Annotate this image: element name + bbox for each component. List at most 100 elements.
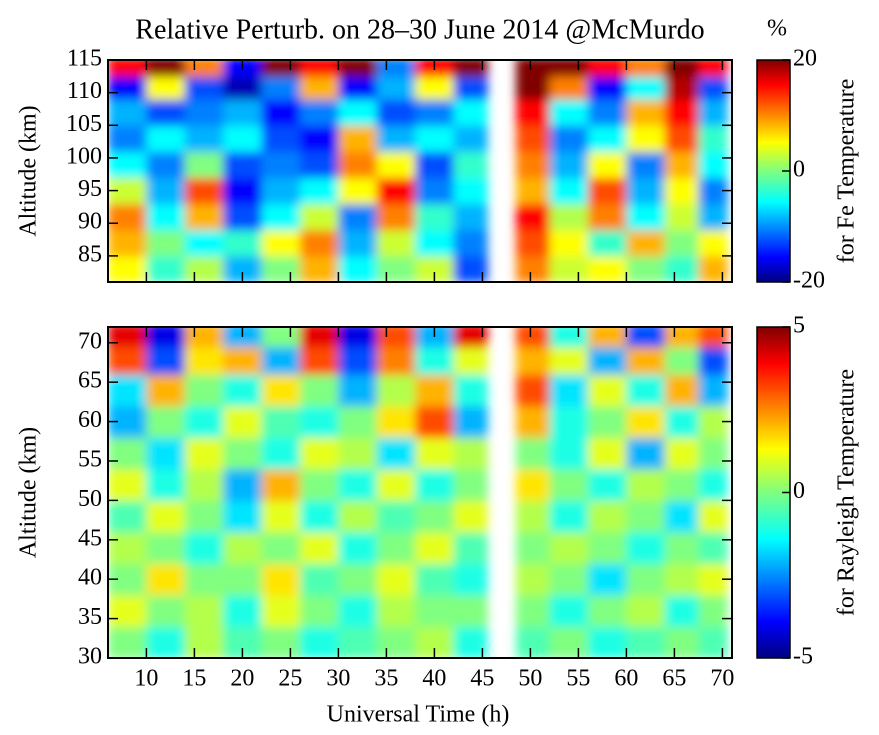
heatmap-cell xyxy=(588,229,627,257)
heatmap-cell xyxy=(261,374,301,407)
heatmap-cell xyxy=(261,500,301,533)
heatmap-cell xyxy=(549,468,589,501)
y-tick-label: 35 xyxy=(78,604,102,630)
heatmap-cell xyxy=(588,60,627,77)
heatmap-cell xyxy=(146,468,186,501)
heatmap-cell xyxy=(549,151,589,179)
heatmap-cell xyxy=(516,500,551,533)
heatmap-cell xyxy=(184,177,224,205)
x-axis-label: Universal Time (h) xyxy=(327,702,510,728)
plot-frame xyxy=(107,59,733,283)
heatmap-cell xyxy=(516,76,551,100)
heatmap-cell xyxy=(108,437,147,470)
heatmap-cell xyxy=(516,151,551,179)
y-axis-label: Altitude (km) xyxy=(16,105,42,236)
heatmap-cell xyxy=(664,346,699,375)
colorbar-tick-label: -5 xyxy=(793,644,813,670)
heatmap-cell xyxy=(415,229,455,257)
heatmap-cell xyxy=(108,151,147,179)
heatmap-cell xyxy=(516,125,551,152)
heatmap-cell xyxy=(146,626,186,658)
heatmap-cell xyxy=(588,437,627,470)
heatmap-cell xyxy=(549,203,589,231)
heatmap-cell xyxy=(376,468,416,501)
heatmap-cell xyxy=(698,99,728,126)
heatmap-cell xyxy=(549,255,589,282)
heatmap-cell xyxy=(376,125,416,152)
heatmap-cell xyxy=(664,468,699,501)
heatmap-cell xyxy=(338,374,378,407)
plot-area xyxy=(108,60,728,282)
heatmap-cell xyxy=(664,177,699,205)
heatmap-cell xyxy=(338,125,378,152)
heatmap-cell xyxy=(261,405,301,438)
heatmap-cell xyxy=(146,60,186,77)
heatmap-cell xyxy=(376,405,416,438)
heatmap-cell xyxy=(516,374,551,407)
heatmap-cell xyxy=(626,563,666,596)
heatmap-cell xyxy=(338,500,378,533)
heatmap-cell xyxy=(453,60,488,77)
heatmap-cell xyxy=(376,594,416,627)
y-tick-label: 55 xyxy=(78,446,102,472)
heatmap-cell xyxy=(184,125,224,152)
heatmap-cell xyxy=(698,468,728,501)
heatmap-cell xyxy=(516,99,551,126)
x-tick-label: 35 xyxy=(374,666,398,692)
colorbar-tick-label: 5 xyxy=(793,313,805,339)
heatmap-cell xyxy=(698,437,728,470)
heatmap-cell xyxy=(626,60,666,77)
heatmap-cell xyxy=(664,531,699,564)
y-tick-label: 100 xyxy=(66,143,102,169)
heatmap-cell xyxy=(108,531,147,564)
heatmap-cell xyxy=(108,374,147,407)
heatmap-cell xyxy=(698,346,728,375)
y-tick-label: 105 xyxy=(66,111,102,137)
heatmap-cell xyxy=(184,437,224,470)
heatmap-cell xyxy=(184,594,224,627)
heatmap-cell xyxy=(184,468,224,501)
heatmap-cell xyxy=(376,177,416,205)
heatmap-cell xyxy=(376,99,416,126)
heatmap-cell xyxy=(549,531,589,564)
heatmap-cell xyxy=(108,99,147,126)
heatmap-cell xyxy=(261,468,301,501)
heatmap-cell xyxy=(664,374,699,407)
heatmap-cell xyxy=(300,346,339,375)
heatmap-cell xyxy=(146,327,186,348)
heatmap-cell xyxy=(453,437,488,470)
heatmap-cell xyxy=(108,255,147,282)
heatmap-cell xyxy=(626,531,666,564)
heatmap-cell xyxy=(376,626,416,658)
y-tick-label: 85 xyxy=(78,241,102,267)
heatmap-cell xyxy=(549,229,589,257)
heatmap-cell xyxy=(223,177,263,205)
colorbar-tick-label: 0 xyxy=(793,478,805,504)
heatmap-cell xyxy=(549,177,589,205)
heatmap-cell xyxy=(453,229,488,257)
heatmap-cell xyxy=(108,346,147,375)
heatmap-cell xyxy=(338,255,378,282)
heatmap-cell xyxy=(338,563,378,596)
heatmap-cell xyxy=(338,60,378,77)
heatmap-cell xyxy=(184,99,224,126)
heatmap-cell xyxy=(698,203,728,231)
heatmap-cell xyxy=(626,327,666,348)
heatmap-cell xyxy=(588,177,627,205)
heatmap-cell xyxy=(588,125,627,152)
heatmap-cell xyxy=(588,594,627,627)
heatmap-cell xyxy=(664,594,699,627)
heatmap-cell xyxy=(698,60,728,77)
y-axis-label: Altitude (km) xyxy=(16,427,42,558)
colorbar-tick-label: -20 xyxy=(793,268,825,294)
heatmap-cell xyxy=(549,346,589,375)
y-tick-label: 40 xyxy=(78,565,102,591)
heatmap-cell xyxy=(108,626,147,658)
heatmap-cell xyxy=(300,626,339,658)
colorbar-label: for Fe Temperature xyxy=(834,79,860,263)
x-tick-label: 60 xyxy=(614,666,638,692)
heatmap-cell xyxy=(338,594,378,627)
heatmap-cell xyxy=(698,76,728,100)
heatmap-cell xyxy=(261,229,301,257)
heatmap-cell xyxy=(415,500,455,533)
